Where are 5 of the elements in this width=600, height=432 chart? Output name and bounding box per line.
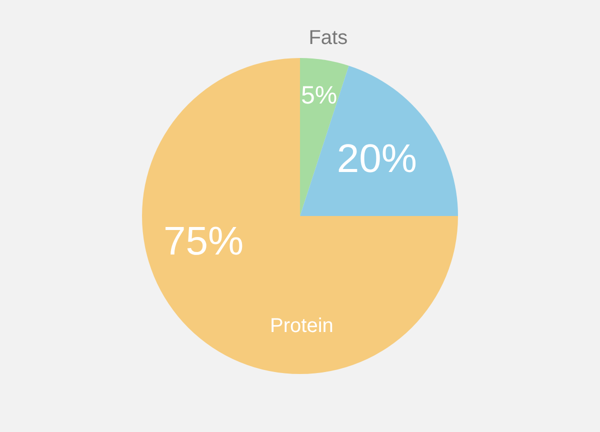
slice-label: Protein [270,314,334,337]
data-label: 20% [336,137,417,182]
data-label: 5% [300,82,338,110]
data-label: 75% [164,219,244,264]
slice-label: Fats [308,27,348,50]
